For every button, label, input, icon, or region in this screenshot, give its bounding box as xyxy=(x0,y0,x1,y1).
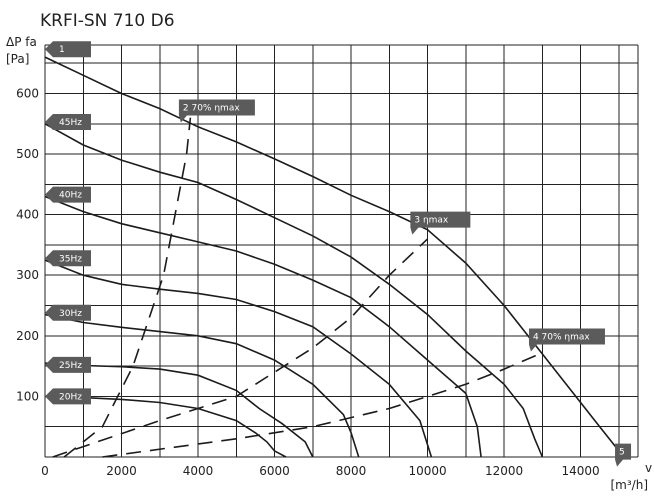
system-curve-2 xyxy=(63,117,192,458)
tag-shape xyxy=(615,443,632,467)
tag-label: 45Hz xyxy=(59,118,82,128)
tag-shape xyxy=(45,304,91,321)
system-curves xyxy=(52,117,543,458)
system-curve-3 xyxy=(52,238,429,458)
tag-label: 4 70% ηmax xyxy=(533,333,590,343)
x-tick-label: 14000 xyxy=(562,464,600,478)
x-tick-label: 6000 xyxy=(259,464,290,478)
fan-curve-40hz xyxy=(44,195,482,458)
tag-4: 4 70% ηmax xyxy=(528,328,605,352)
x-tick-label: 2000 xyxy=(106,464,137,478)
x-tick-label: 8000 xyxy=(336,464,367,478)
x-tick-label: 0 xyxy=(41,464,49,478)
tag-shape xyxy=(178,99,255,123)
y-tick-labels: 100 200 300 400 500 600 xyxy=(16,86,39,403)
tag-shape xyxy=(45,41,91,58)
y-tick-label: 100 xyxy=(16,389,39,403)
tag-shape xyxy=(528,328,605,352)
tag-5: 5 xyxy=(615,443,632,467)
tag-shape xyxy=(410,211,471,235)
tag-shape xyxy=(45,388,91,405)
tag-3: 3 ηmax xyxy=(410,211,471,235)
x-tick-label: 4000 xyxy=(183,464,214,478)
tag-label: 25Hz xyxy=(59,361,82,371)
tag-40: 40Hz xyxy=(45,186,91,203)
y-axis-label-line2: [Pa] xyxy=(6,52,29,66)
x-axis-label-line1: v xyxy=(645,461,652,475)
tag-shape xyxy=(45,113,91,130)
tag-30: 30Hz xyxy=(45,304,91,321)
y-tick-label: 600 xyxy=(16,86,39,100)
tag-20: 20Hz xyxy=(45,388,91,405)
tag-45: 45Hz xyxy=(45,113,91,130)
tag-35: 35Hz xyxy=(45,250,91,267)
tag-shape xyxy=(45,250,91,267)
fan-curves xyxy=(44,56,620,458)
tag-2: 2 70% ηmax xyxy=(178,99,255,123)
system-curve-4 xyxy=(102,352,543,458)
y-tick-label: 500 xyxy=(16,147,39,161)
tag-label: 2 70% ηmax xyxy=(183,104,240,114)
y-tick-label: 300 xyxy=(16,268,39,282)
x-tick-label: 12000 xyxy=(485,464,523,478)
fan-curve-30hz xyxy=(44,313,360,458)
curve-tags: 1 45Hz 40Hz 35Hz 30Hz 25Hz 20Hz 2 70% ηmax 3 ηma… xyxy=(45,41,632,467)
tag-shape xyxy=(45,356,91,373)
fan-curve-1 xyxy=(44,56,620,452)
chart-title: KRFI-SN 710 D6 xyxy=(40,11,175,31)
fan-curve-35hz xyxy=(44,259,433,458)
x-axis-label-line2: [m³/h] xyxy=(610,478,648,492)
tag-label: 30Hz xyxy=(59,309,82,319)
fan-curve-20hz xyxy=(44,395,287,458)
tag-1: 1 xyxy=(45,41,91,58)
x-tick-labels: 0 2000 4000 6000 8000 10000 12000 14000 xyxy=(41,464,600,478)
y-axis-label-line1: ΔP fa xyxy=(6,35,37,49)
tag-label: 35Hz xyxy=(59,254,82,264)
tag-label: 1 xyxy=(59,45,65,55)
y-tick-label: 200 xyxy=(16,329,39,343)
y-tick-label: 400 xyxy=(16,208,39,222)
fan-curve-45hz xyxy=(44,123,544,458)
tag-label: 5 xyxy=(619,448,625,458)
x-tick-label: 10000 xyxy=(408,464,446,478)
tag-label: 40Hz xyxy=(59,191,82,201)
tag-label: 3 ηmax xyxy=(414,216,449,226)
tag-shape xyxy=(45,186,91,203)
fan-curve-25hz xyxy=(44,362,314,458)
tag-25: 25Hz xyxy=(45,356,91,373)
tag-label: 20Hz xyxy=(59,392,82,402)
